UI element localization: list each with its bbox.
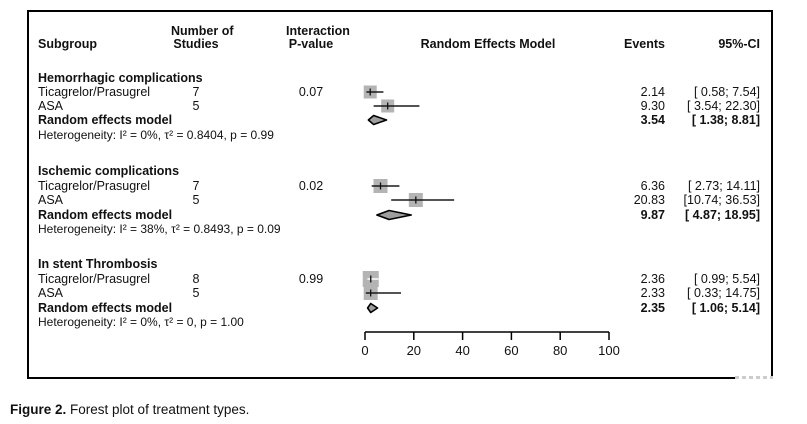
studies-count: 8 [192,272,200,286]
study-row: Ticagrelor/Prasugrel 8 0.99 2.36 [ 0.99;… [0,272,807,286]
studies-count: 5 [192,286,200,300]
ci-value: [ 0.58; 7.54] [693,85,760,99]
summary-row: Random effects model 2.35 [ 1.06; 5.14] [0,301,807,315]
subgroup-label: Ticagrelor/Prasugrel [38,85,151,99]
figure-caption: Figure 2. Forest plot of treatment types… [10,402,249,417]
heterogeneity-row: Heterogeneity: I² = 38%, τ² = 0.8493, p … [0,222,807,236]
group-title-text: In stent Thrombosis [38,257,158,271]
summary-ci-value: [ 4.87; 18.95] [684,208,760,222]
group-title: In stent Thrombosis [0,257,807,271]
ci-value: [ 3.54; 22.30] [687,99,760,113]
summary-row: Random effects model 9.87 [ 4.87; 18.95] [0,208,807,222]
summary-events-value: 3.54 [640,113,665,127]
subgroup-label: ASA [38,99,64,113]
summary-label: Random effects model [38,208,173,222]
events-value: 9.30 [640,99,665,113]
subgroup-label: ASA [38,193,64,207]
group-title-text: Ischemic complications [38,164,180,178]
interaction-p-value: 0.02 [298,179,324,193]
heterogeneity-row: Heterogeneity: I² = 0%, τ² = 0, p = 1.00 [0,315,807,329]
column-header-line2: Subgroup Studies P-value Random Effects … [0,37,807,51]
interaction-p-value: 0.99 [298,272,324,286]
study-row: ASA 5 9.30 [ 3.54; 22.30] [0,99,807,113]
header-interaction-pvalue: Interaction [286,24,350,38]
heterogeneity-text: Heterogeneity: I² = 0%, τ² = 0, p = 1.00 [38,315,244,329]
summary-label: Random effects model [38,113,173,127]
ci-value: [ 0.33; 14.75] [687,286,760,300]
watermark-artifact [735,376,773,379]
header-number-of-studies: Number of [171,24,234,38]
header-events: Events [624,37,665,51]
caption-text: Forest plot of treatment types. [70,402,250,417]
summary-events-value: 9.87 [640,208,665,222]
header-ci: 95%-CI [718,37,760,51]
events-value: 6.36 [640,179,665,193]
heterogeneity-text: Heterogeneity: I² = 0%, τ² = 0.8404, p =… [38,128,274,142]
heterogeneity-row: Heterogeneity: I² = 0%, τ² = 0.8404, p =… [0,128,807,142]
interaction-p-value: 0.07 [298,85,324,99]
study-row: ASA 5 2.33 [ 0.33; 14.75] [0,286,807,300]
subgroup-label: ASA [38,286,64,300]
header-studies: Studies [173,37,219,51]
group-title: Ischemic complications [0,164,807,178]
subgroup-label: Ticagrelor/Prasugrel [38,272,151,286]
events-value: 20.83 [633,193,665,207]
column-header-line1: Number of Interaction [0,24,807,38]
events-value: 2.36 [640,272,665,286]
ci-value: [ 2.73; 14.11] [687,179,760,193]
summary-ci-value: [ 1.38; 8.81] [691,113,760,127]
study-row: Ticagrelor/Prasugrel 7 0.02 6.36 [ 2.73;… [0,179,807,193]
summary-label: Random effects model [38,301,173,315]
studies-count: 7 [192,85,200,99]
group-title-text: Hemorrhagic complications [38,71,203,85]
studies-count: 7 [192,179,200,193]
ci-value: [ 0.99; 5.54] [693,272,760,286]
group-title: Hemorrhagic complications [0,71,807,85]
summary-events-value: 2.35 [640,301,665,315]
study-row: Ticagrelor/Prasugrel 7 0.07 2.14 [ 0.58;… [0,85,807,99]
events-value: 2.33 [640,286,665,300]
heterogeneity-text: Heterogeneity: I² = 38%, τ² = 0.8493, p … [38,222,281,236]
ci-value: [10.74; 36.53] [683,193,760,207]
summary-ci-value: [ 1.06; 5.14] [691,301,760,315]
subgroup-label: Ticagrelor/Prasugrel [38,179,151,193]
events-value: 2.14 [640,85,665,99]
studies-count: 5 [192,99,200,113]
header-pvalue: P-value [288,37,334,51]
header-subgroup: Subgroup [38,37,98,51]
studies-count: 5 [192,193,200,207]
study-row: ASA 5 20.83 [10.74; 36.53] [0,193,807,207]
summary-row: Random effects model 3.54 [ 1.38; 8.81] [0,113,807,127]
header-random-effects-model: Random Effects Model [420,37,556,51]
caption-prefix: Figure 2. [10,402,67,417]
plot-border [27,10,773,379]
